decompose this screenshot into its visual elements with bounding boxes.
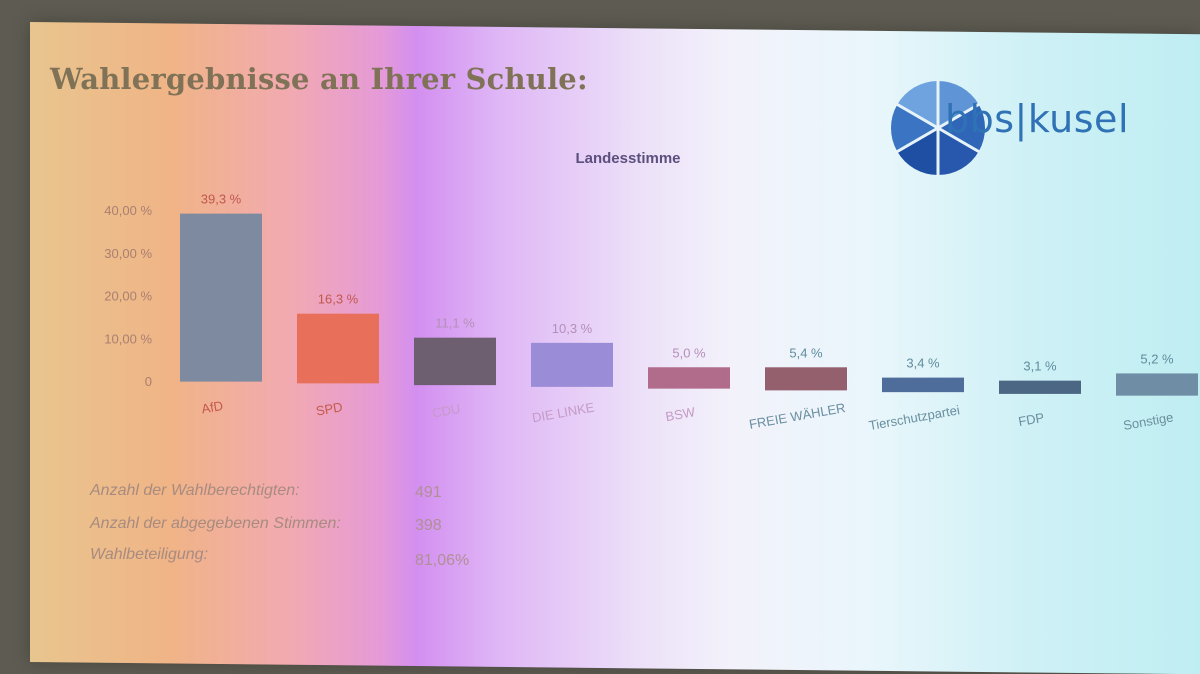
stat-label-cast: Anzahl der abgegebenen Stimmen: bbox=[90, 515, 341, 532]
x-tick-label: Tierschutzpartei bbox=[868, 402, 961, 433]
bar-die-linke bbox=[531, 342, 613, 387]
bar-afd bbox=[180, 213, 262, 382]
bar-tierschutzpartei bbox=[882, 377, 964, 393]
data-label: 11,1 % bbox=[435, 316, 475, 331]
y-tick-label: 20,00 % bbox=[104, 289, 152, 304]
stat-label-eligible: Anzahl der Wahlberechtigten: bbox=[90, 482, 300, 499]
x-tick-label: SPD bbox=[315, 399, 344, 418]
slide-title: Wahlergebnisse an Ihrer Schule: bbox=[50, 62, 588, 96]
bar-spd bbox=[297, 313, 379, 384]
data-label: 3,1 % bbox=[1023, 359, 1057, 374]
data-label: 16,3 % bbox=[318, 292, 359, 307]
x-tick-label: AfD bbox=[200, 398, 224, 417]
data-label: 5,2 % bbox=[1140, 351, 1174, 366]
x-tick-label: BSW bbox=[664, 404, 696, 424]
chart-title: Landesstimme bbox=[575, 150, 680, 167]
stat-label-turnout: Wahlbeteiligung: bbox=[90, 546, 209, 563]
stat-value-eligible: 491 bbox=[415, 484, 442, 501]
bar-bsw bbox=[648, 367, 730, 389]
y-tick-label: 10,00 % bbox=[104, 331, 152, 346]
y-tick-label: 30,00 % bbox=[104, 246, 152, 261]
data-label: 5,0 % bbox=[672, 345, 706, 360]
bar-sonstige bbox=[1116, 373, 1198, 396]
bar-fdp bbox=[999, 380, 1081, 394]
x-tick-label: Sonstige bbox=[1122, 409, 1174, 433]
bar-cdu bbox=[414, 337, 496, 386]
x-tick-label: FREIE WÄHLER bbox=[748, 400, 847, 432]
stat-value-turnout: 81,06% bbox=[415, 552, 470, 569]
bbs-kusel-logo-icon bbox=[891, 80, 985, 176]
bar-freie-w-hler bbox=[765, 367, 847, 391]
stat-value-cast: 398 bbox=[415, 517, 442, 534]
data-label: 3,4 % bbox=[906, 356, 940, 371]
data-label: 10,3 % bbox=[552, 321, 593, 336]
logo-text: bbs|kusel bbox=[945, 97, 1129, 141]
y-tick-label: 40,00 % bbox=[104, 203, 152, 218]
data-label: 5,4 % bbox=[789, 345, 823, 360]
x-tick-label: FDP bbox=[1017, 410, 1045, 429]
y-tick-label: 0 bbox=[145, 374, 152, 389]
x-tick-label: DIE LINKE bbox=[531, 400, 596, 426]
x-tick-label: CDU bbox=[431, 401, 461, 421]
data-label: 39,3 % bbox=[201, 192, 242, 207]
